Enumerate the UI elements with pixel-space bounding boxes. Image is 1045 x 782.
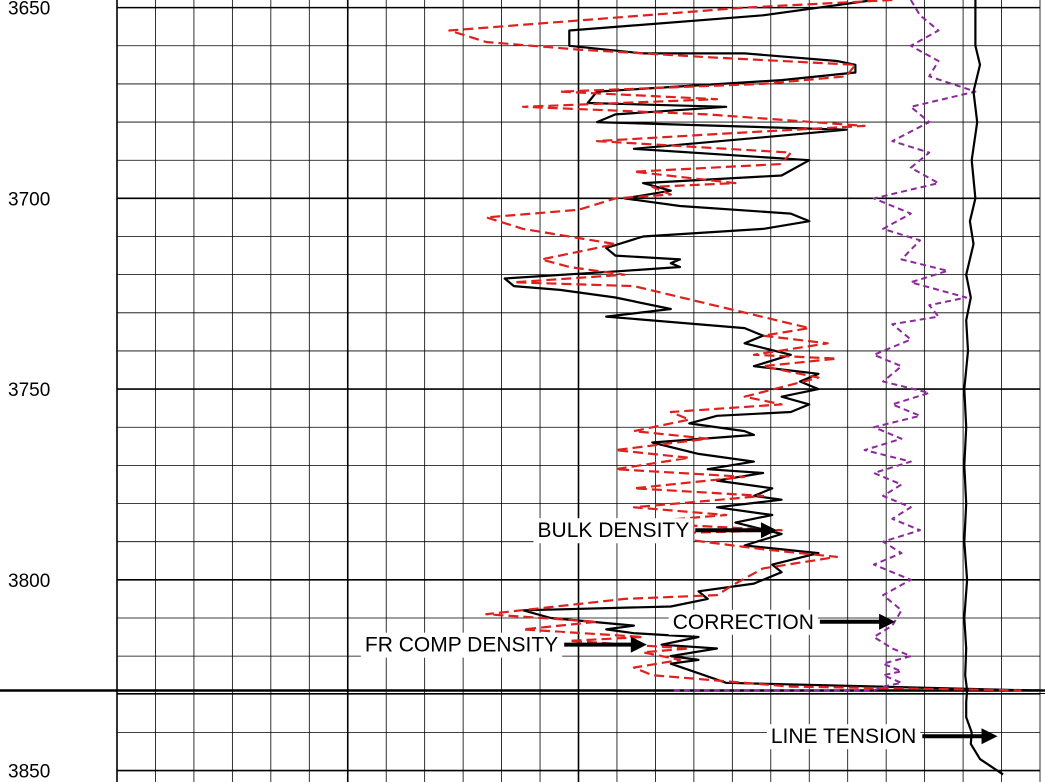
annotation-label-bulk: BULK DENSITY bbox=[538, 519, 690, 542]
annotation-arrow-head bbox=[879, 613, 896, 630]
annotation-arrow-head bbox=[760, 522, 777, 539]
line-tension-curve bbox=[963, 0, 1004, 776]
annotation-arrow-head bbox=[630, 636, 647, 653]
depth-tick-label: 3700 bbox=[8, 189, 50, 210]
depth-tick-label: 3800 bbox=[8, 571, 50, 592]
fr-comp-density-curve bbox=[448, 0, 1022, 692]
annotation-label-tension: LINE TENSION bbox=[771, 725, 916, 748]
depth-tick-label: 3850 bbox=[8, 762, 50, 782]
log-curves bbox=[448, 0, 1040, 776]
correction-curve bbox=[670, 0, 977, 692]
annotation-label-bg bbox=[533, 518, 694, 544]
depth-tick-label: 3650 bbox=[8, 0, 50, 20]
annotation-label-corr: CORRECTION bbox=[673, 611, 814, 634]
annotation-label-bg bbox=[668, 609, 818, 635]
depth-axis: 3650 3700 3750 3800 3850 bbox=[8, 0, 50, 782]
annotation-label-bg bbox=[360, 632, 563, 658]
annotation-label-frcomp: FR COMP DENSITY bbox=[365, 634, 558, 657]
depth-tick-label: 3750 bbox=[8, 380, 50, 401]
annotation-label-bg bbox=[766, 724, 921, 750]
annotation-arrow-head bbox=[981, 728, 998, 745]
curve-annotations: BULK DENSITY CORRECTION FR COMP DENSITY LIN… bbox=[360, 518, 998, 750]
